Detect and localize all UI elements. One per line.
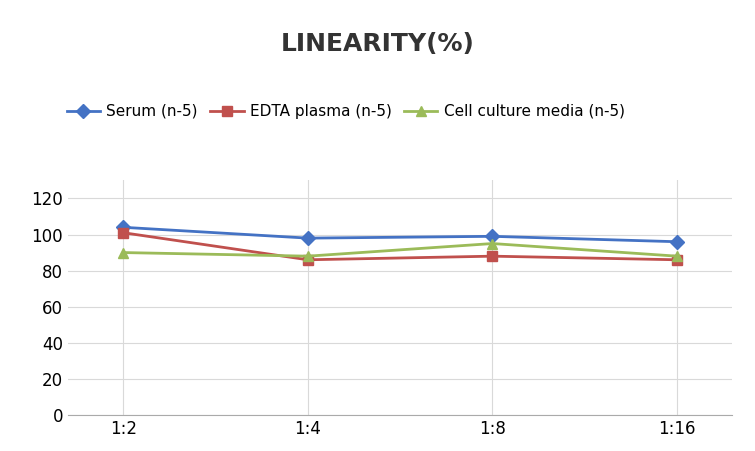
Cell culture media (n‑5) [488, 241, 497, 246]
EDTA plasma (n‑5) [304, 257, 313, 262]
Line: EDTA plasma (n‑5): EDTA plasma (n‑5) [119, 228, 682, 265]
Serum (n‑5) [119, 225, 128, 230]
Cell culture media (n‑5) [119, 250, 128, 255]
Legend: Serum (n‑5), EDTA plasma (n‑5), Cell culture media (n‑5): Serum (n‑5), EDTA plasma (n‑5), Cell cul… [60, 98, 630, 125]
EDTA plasma (n‑5) [488, 253, 497, 259]
Serum (n‑5) [488, 234, 497, 239]
Cell culture media (n‑5) [673, 253, 682, 259]
Text: LINEARITY(%): LINEARITY(%) [281, 32, 474, 55]
EDTA plasma (n‑5) [673, 257, 682, 262]
Serum (n‑5) [673, 239, 682, 244]
Line: Cell culture media (n‑5): Cell culture media (n‑5) [119, 239, 682, 261]
EDTA plasma (n‑5) [119, 230, 128, 235]
Line: Serum (n‑5): Serum (n‑5) [119, 222, 682, 247]
Cell culture media (n‑5) [304, 253, 313, 259]
Serum (n‑5) [304, 235, 313, 241]
